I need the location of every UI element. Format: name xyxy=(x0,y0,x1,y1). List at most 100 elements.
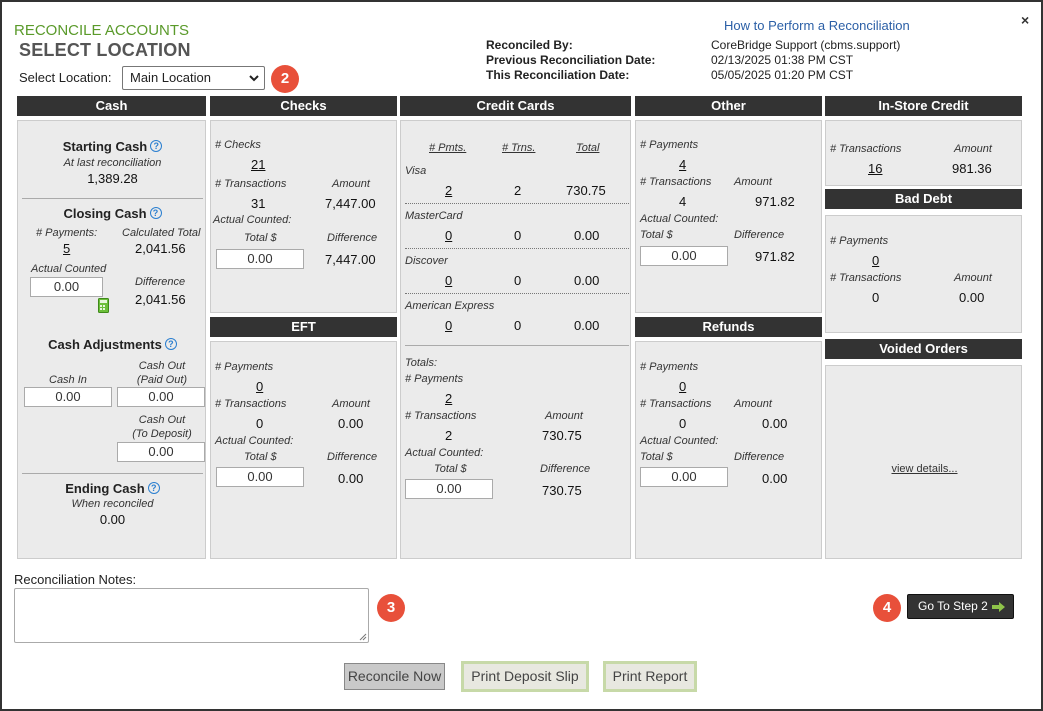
eft-payments-link[interactable]: 0 xyxy=(256,379,264,394)
totals-label: Totals: xyxy=(405,357,438,369)
view-details-link[interactable]: view details... xyxy=(891,463,958,475)
checks-total-input[interactable]: 0.00 xyxy=(216,249,304,269)
cash-out-deposit-label-1: Cash Out xyxy=(138,414,186,426)
actual-counted-label: Actual Counted xyxy=(31,263,107,275)
reconcile-now-button[interactable]: Reconcile Now xyxy=(344,663,445,690)
instore-trans-link[interactable]: 16 xyxy=(868,161,883,176)
eft-header: EFT xyxy=(210,317,397,337)
refunds-actual-label: Actual Counted: xyxy=(640,435,719,447)
checks-total-label: Total $ xyxy=(244,232,277,244)
step-badge-3: 3 xyxy=(377,594,405,622)
card-trns-value: 0 xyxy=(514,273,522,288)
location-select[interactable]: Main Location xyxy=(122,66,265,90)
refunds-difference-value: 0.00 xyxy=(762,471,788,486)
eft-actual-label: Actual Counted: xyxy=(215,435,294,447)
credit-payments-link[interactable]: 2 xyxy=(445,391,453,406)
baddebt-payments-link[interactable]: 0 xyxy=(872,253,880,268)
refunds-total-input[interactable]: 0.00 xyxy=(640,467,728,487)
cash-in-input[interactable]: 0.00 xyxy=(24,387,112,407)
divider xyxy=(22,198,203,199)
other-total-input[interactable]: 0.00 xyxy=(640,246,728,266)
notes-textarea[interactable] xyxy=(14,588,369,643)
divider xyxy=(405,203,629,204)
other-actual-label: Actual Counted: xyxy=(640,213,719,225)
card-name: American Express xyxy=(405,300,495,312)
starting-cash-value: 1,389.28 xyxy=(87,171,138,186)
num-checks-link[interactable]: 21 xyxy=(251,157,266,172)
reconciled-by-label: Reconciled By: xyxy=(486,38,573,52)
other-trans-label: # Transactions xyxy=(640,176,712,188)
credit-cards-header: Credit Cards xyxy=(400,96,631,116)
cash-payments-link[interactable]: 5 xyxy=(63,241,71,256)
card-pmts-link[interactable]: 0 xyxy=(445,318,453,333)
print-report-button[interactable]: Print Report xyxy=(603,661,697,692)
card-pmts-link[interactable]: 0 xyxy=(445,228,453,243)
eft-panel: # Payments 0 # Transactions Amount 0 0.0… xyxy=(210,341,397,559)
refunds-amount-label: Amount xyxy=(734,398,772,410)
bad-debt-panel: # Payments 0 # Transactions Amount 0 0.0… xyxy=(825,215,1022,333)
cash-actual-input[interactable]: 0.00 xyxy=(30,277,103,297)
calculator-icon[interactable] xyxy=(98,298,109,313)
print-deposit-slip-button[interactable]: Print Deposit Slip xyxy=(461,661,589,692)
card-pmts-link[interactable]: 2 xyxy=(445,183,453,198)
refunds-payments-link[interactable]: 0 xyxy=(679,379,687,394)
credit-amount-value: 730.75 xyxy=(542,428,582,443)
credit-total-label: Total $ xyxy=(434,463,467,475)
eft-amount-value: 0.00 xyxy=(338,416,364,431)
other-total-label: Total $ xyxy=(640,229,673,241)
how-to-link[interactable]: How to Perform a Reconciliation xyxy=(724,18,910,33)
help-icon[interactable]: ? xyxy=(149,207,162,219)
baddebt-payments-label: # Payments xyxy=(830,235,889,247)
dialog-subtitle: RECONCILE ACCOUNTS xyxy=(14,22,190,39)
chevron-down-icon xyxy=(249,75,259,82)
cash-difference-value: 2,041.56 xyxy=(135,292,186,307)
col-pmts-header: # Pmts. xyxy=(429,142,467,154)
checks-trans-label: # Transactions xyxy=(215,178,287,190)
eft-difference-label: Difference xyxy=(327,451,378,463)
eft-total-input[interactable]: 0.00 xyxy=(216,467,304,487)
arrow-right-icon xyxy=(992,602,1005,612)
cash-out-deposit-label-2: (To Deposit) xyxy=(132,428,192,440)
go-to-step-2-button[interactable]: Go To Step 2 xyxy=(907,594,1014,619)
credit-difference-label: Difference xyxy=(540,463,591,475)
eft-trans-label: # Transactions xyxy=(215,398,287,410)
checks-amount-label: Amount xyxy=(332,178,370,190)
instore-amount-label: Amount xyxy=(954,143,992,155)
eft-total-label: Total $ xyxy=(244,451,277,463)
other-difference-label: Difference xyxy=(734,229,785,241)
credit-trans-value: 2 xyxy=(445,428,453,443)
card-trns-value: 2 xyxy=(514,183,522,198)
cash-out-paid-input[interactable]: 0.00 xyxy=(117,387,205,407)
card-name: Visa xyxy=(405,165,427,177)
help-icon[interactable]: ? xyxy=(164,338,177,350)
cash-out-paid-label-2: (Paid Out) xyxy=(136,374,188,386)
starting-cash-title: Starting Cash? xyxy=(18,139,207,154)
ending-cash-value: 0.00 xyxy=(99,512,126,527)
credit-amount-label: Amount xyxy=(545,410,583,422)
voided-orders-header: Voided Orders xyxy=(825,339,1022,359)
step-badge-4: 4 xyxy=(873,594,901,622)
instore-amount-value: 981.36 xyxy=(952,161,992,176)
other-payments-link[interactable]: 4 xyxy=(679,157,687,172)
card-trns-value: 0 xyxy=(514,318,522,333)
cash-payments-label: # Payments: xyxy=(36,227,98,239)
close-icon[interactable]: × xyxy=(1021,12,1030,28)
notes-label: Reconciliation Notes: xyxy=(14,572,137,587)
eft-difference-value: 0.00 xyxy=(338,471,364,486)
help-icon[interactable]: ? xyxy=(147,482,160,494)
refunds-amount-value: 0.00 xyxy=(762,416,788,431)
resize-handle-icon[interactable] xyxy=(359,633,367,641)
cash-panel: Starting Cash? At last reconciliation 1,… xyxy=(17,120,206,559)
prev-date-label: Previous Reconciliation Date: xyxy=(486,53,656,67)
card-pmts-link[interactable]: 0 xyxy=(445,273,453,288)
credit-total-input[interactable]: 0.00 xyxy=(405,479,493,499)
eft-trans-value: 0 xyxy=(256,416,264,431)
cash-out-deposit-input[interactable]: 0.00 xyxy=(117,442,205,462)
checks-difference-label: Difference xyxy=(327,232,378,244)
baddebt-amount-label: Amount xyxy=(954,272,992,284)
card-total-value: 0.00 xyxy=(574,318,600,333)
divider xyxy=(22,473,203,474)
help-icon[interactable]: ? xyxy=(150,140,163,152)
num-checks-label: # Checks xyxy=(215,139,261,151)
reconciled-by-value: CoreBridge Support (cbms.support) xyxy=(711,38,901,52)
